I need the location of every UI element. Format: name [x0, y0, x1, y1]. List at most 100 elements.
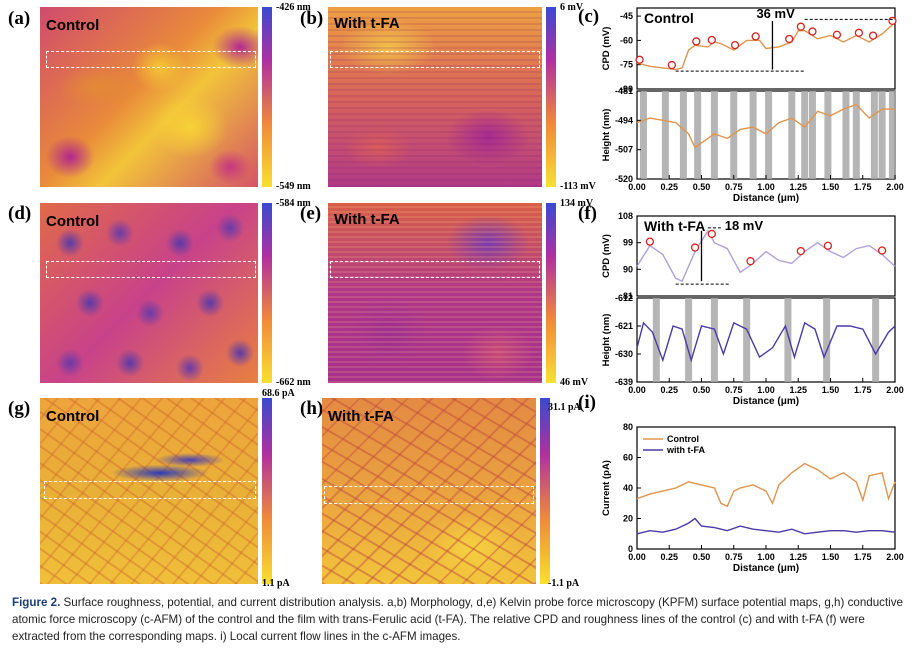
colorbar-g-max: 68.6 pA: [262, 388, 295, 399]
colorbar-e: [546, 203, 556, 383]
map-e-kpfm: With t-FA: [328, 203, 542, 383]
f-bottom-ylabel: Height (nm): [601, 314, 612, 367]
f-top-ylabel: CPD (mV): [601, 234, 612, 278]
i-ytick-label-2: 40: [623, 483, 633, 493]
map-b-kpfm: With t-FA: [328, 7, 542, 187]
c-bottom-gray-bar-3: [694, 91, 702, 179]
f-top-series-0-line: [636, 229, 896, 283]
panel-label-c: (c): [578, 6, 600, 27]
colorbar-a-min: -549 nm: [276, 181, 311, 192]
map-h-title: With t-FA: [328, 408, 394, 425]
f-bottom-xtick-label-8: 2.00: [886, 385, 904, 395]
c-bottom-gray-bar-0: [639, 91, 647, 179]
f-bottom-frame: [636, 297, 896, 383]
c-top-series-0-line: [636, 22, 896, 71]
colorbar-b-min: -113 mV: [560, 181, 596, 192]
f-bottom-xlabel: Distance (μm): [733, 396, 799, 407]
c-bottom-ytick-label-2: -507: [615, 145, 633, 155]
c-top-ytick-label-2: -75: [620, 60, 633, 70]
i-ytick-label-4: 80: [623, 422, 633, 432]
map-h-cafm: With t-FA: [322, 398, 536, 584]
c-bottom-gray-bar-2: [679, 91, 687, 179]
c-bottom-xtick-label-2: 0.50: [693, 182, 711, 192]
c-bottom-gray-bar-6: [749, 91, 757, 179]
f-top-frame: [636, 215, 896, 297]
f-bottom-gray-bar-0: [652, 298, 660, 382]
f-bottom-gray-bar-3: [743, 298, 751, 382]
c-top-marker-4: [730, 40, 740, 50]
c-top-ytick-label-3: -90: [620, 84, 633, 94]
f-bottom-gray-bar-4: [784, 298, 792, 382]
f-bottom-xtick-label-0: 0.00: [628, 385, 646, 395]
map-g-cafm: Control: [40, 398, 258, 584]
f-top-marker-2: [707, 229, 716, 239]
line-charts: -45 -60 -75 -90 CPD (mV) Control -481 -494 -507 -…: [601, 6, 904, 574]
i-xtick-label-7: 1.75: [854, 552, 872, 562]
c-top-marker-10: [854, 28, 864, 37]
f-bottom-gray-bar-6: [872, 298, 880, 382]
colorbar-d-min: -662 nm: [276, 377, 311, 388]
c-bottom-gray-bar-13: [852, 91, 860, 179]
c-annotation-text: 36 mV: [756, 6, 795, 21]
c-bottom-xlabel: Distance (μm): [733, 193, 799, 204]
c-bottom-xtick-label-8: 2.00: [886, 182, 904, 192]
f-top-ytick-label-1: 99: [623, 238, 633, 248]
caption-lead: Figure 2.: [12, 596, 61, 609]
i-ytick-label-0: 0: [628, 544, 633, 554]
map-g-line-box: [44, 481, 256, 499]
panel-label-d: (d): [8, 203, 32, 224]
i-xtick-label-3: 0.75: [725, 552, 743, 562]
i-xtick-label-5: 1.25: [789, 552, 807, 562]
f-top-marker-5: [823, 241, 833, 250]
c-bottom-xtick-label-6: 1.50: [822, 182, 840, 192]
i-series-1-line: [636, 517, 896, 535]
colorbar-h-min: -1.1 pA: [548, 578, 580, 589]
colorbar-e-max: 134 mV: [560, 198, 594, 209]
colorbar-g: [262, 398, 272, 584]
c-top-marker-0: [635, 55, 644, 64]
c-top-ytick-label-1: -60: [620, 35, 633, 45]
f-bottom-xtick-label-5: 1.25: [789, 385, 807, 395]
c-bottom-ytick-label-1: -494: [615, 115, 633, 125]
panel-label-e: (e): [300, 203, 322, 224]
map-d-line-box: [46, 261, 256, 278]
legend-0-label: Control: [667, 434, 699, 444]
colorbar-d-max: -584 nm: [276, 198, 311, 209]
figure-caption: Figure 2. Surface roughness, potential, …: [12, 594, 908, 645]
colorbar-a-max: -426 nm: [276, 2, 311, 13]
f-bottom-ytick-label-2: -630: [615, 349, 633, 359]
c-bottom-gray-bar-11: [824, 91, 832, 179]
panel-label-f: (f): [578, 203, 597, 224]
c-bottom-ytick-label-3: -520: [615, 174, 633, 184]
f-bottom-xtick-label-6: 1.50: [822, 385, 840, 395]
c-top-marker-2: [692, 37, 701, 46]
c-bottom-xtick-label-7: 1.75: [854, 182, 872, 192]
c-bottom-gray-bar-9: [801, 91, 809, 179]
f-bottom-gray-bar-2: [710, 298, 718, 382]
legend-1-label: with t-FA: [666, 445, 705, 455]
c-bottom-ytick-label-0: -481: [615, 86, 633, 96]
i-ytick-label-1: 20: [623, 514, 633, 524]
c-top-marker-7: [796, 22, 805, 31]
c-bottom-xtick-label-1: 0.25: [660, 182, 678, 192]
c-top-marker-5: [751, 32, 760, 41]
c-top-marker-3: [707, 35, 716, 45]
f-bottom-xtick-label-2: 0.50: [693, 385, 711, 395]
i-xlabel: Distance (μm): [733, 563, 799, 574]
f-top-marker-0: [645, 237, 655, 246]
i-xtick-label-0: 0.00: [628, 552, 646, 562]
panel-label-g: (g): [8, 398, 31, 419]
i-xtick-label-1: 0.25: [660, 552, 678, 562]
f-annotation-text: 18 mV: [725, 218, 764, 233]
c-bottom-gray-bar-5: [730, 91, 738, 179]
map-a-title: Control: [46, 17, 100, 34]
f-bottom-xtick-label-1: 0.25: [660, 385, 678, 395]
c-top-marker-8: [808, 27, 817, 36]
colorbar-h-max: 31.1 pA: [548, 402, 581, 413]
c-top-ytick-label-0: -45: [620, 11, 633, 21]
i-xtick-label-6: 1.50: [822, 552, 840, 562]
c-bottom-gray-bar-7: [765, 91, 773, 179]
map-d-title: Control: [46, 213, 100, 230]
f-bottom-xtick-label-7: 1.75: [854, 385, 872, 395]
map-a-morphology: Control: [40, 7, 258, 187]
